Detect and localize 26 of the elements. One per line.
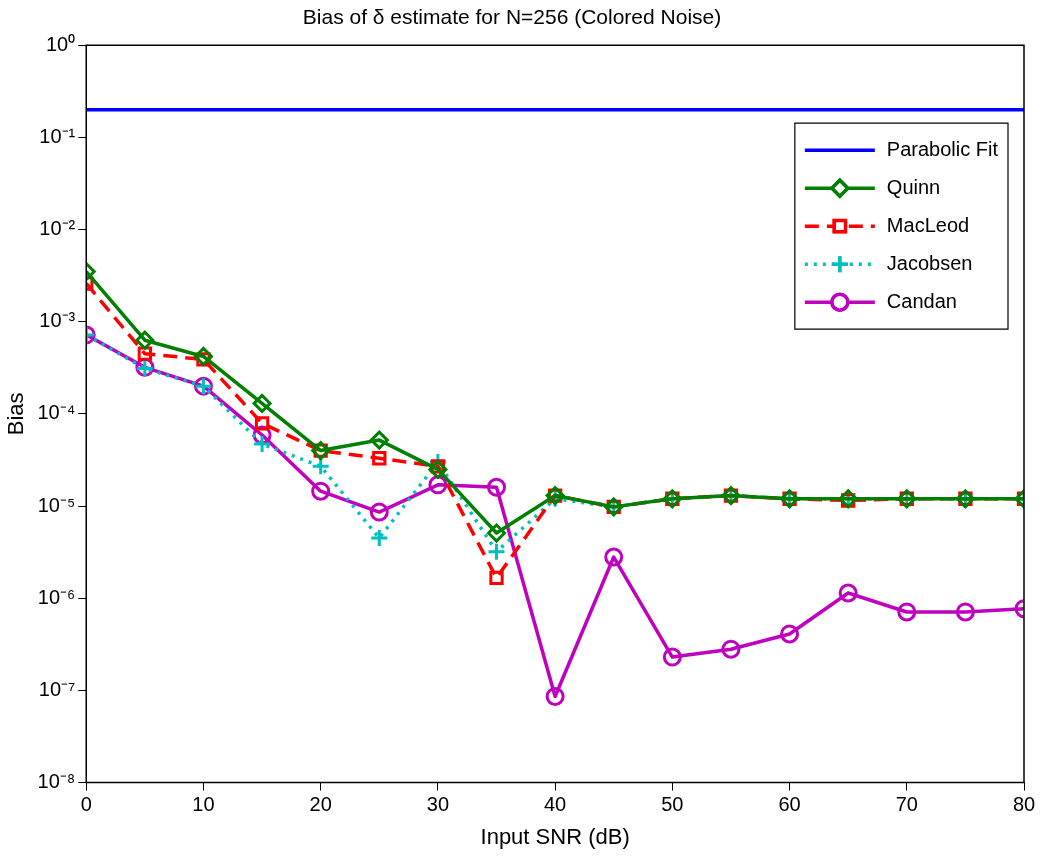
- x-tick-label: 60: [778, 793, 801, 816]
- x-tick-label: 80: [1012, 793, 1036, 816]
- x-tick-label: 30: [426, 793, 450, 816]
- x-tick-label: 40: [543, 793, 567, 816]
- legend-label: Quinn: [886, 175, 941, 198]
- y-tick-label: 10⁻⁸: [37, 770, 76, 793]
- x-tick-label: 0: [80, 793, 92, 816]
- x-tick-label: 70: [895, 793, 918, 816]
- x-tick-label: 10: [192, 793, 215, 816]
- chart-title: Bias of δ estimate for N=256 (Colored Noise): [302, 5, 722, 29]
- legend-label: Parabolic Fit: [886, 137, 999, 160]
- legend-label: Candan: [886, 289, 957, 312]
- x-axis-title: Input SNR (dB): [480, 823, 630, 849]
- legend-label: MacLeod: [886, 213, 970, 236]
- y-tick-label: 10⁻⁴: [37, 401, 76, 424]
- y-tick-label: 10⁻²: [39, 217, 76, 240]
- y-tick-label: 10⁻⁷: [38, 677, 76, 700]
- x-tick-label: 20: [309, 793, 332, 816]
- y-tick-label: 10⁻⁵: [37, 493, 76, 516]
- x-tick-label: 50: [661, 793, 684, 816]
- y-tick-label: 10⁻³: [39, 309, 76, 332]
- legend-label: Jacobsen: [886, 251, 973, 274]
- y-axis-title: Bias: [3, 392, 29, 436]
- y-tick-label: 10⁻⁶: [37, 585, 76, 608]
- y-tick-label: 10⁰: [45, 32, 76, 55]
- y-tick-label: 10⁻¹: [39, 124, 76, 147]
